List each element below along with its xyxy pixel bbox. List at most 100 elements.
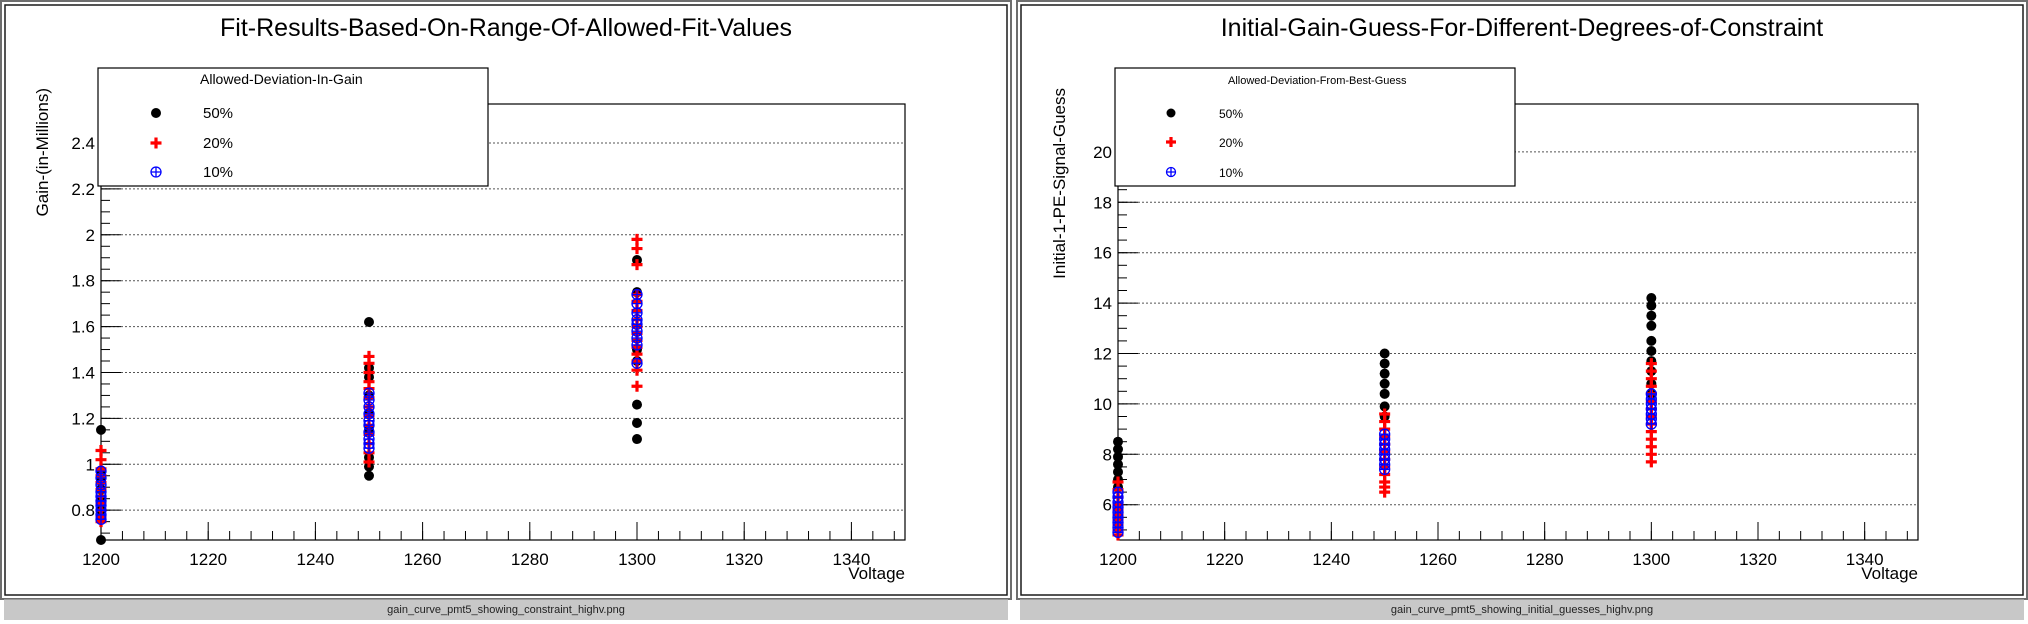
data-point [1379, 401, 1390, 412]
data-point [632, 289, 642, 300]
data-point [1113, 444, 1123, 455]
x-tick-label: 1240 [1312, 550, 1350, 569]
y-tick-label: 18 [1093, 193, 1112, 212]
y-tick-label: 14 [1093, 294, 1112, 313]
y-tick-label: 2.2 [71, 180, 95, 199]
legend-box [97, 67, 489, 187]
y-tick-label: 0.8 [71, 501, 95, 520]
data-point [1646, 293, 1657, 304]
x-tick-label: 1220 [1206, 550, 1244, 569]
chart-title: Fit-Results-Based-On-Range-Of-Allowed-Fi… [220, 14, 792, 42]
data-point [1646, 300, 1657, 311]
data-point [364, 317, 374, 327]
data-point [1646, 320, 1657, 331]
data-point [151, 108, 161, 118]
y-axis-label: Gain-(in-Millions) [33, 88, 52, 216]
data-point [631, 380, 643, 392]
legend-entry-label: 10% [203, 164, 233, 181]
legend-title: Allowed-Deviation-In-Gain [200, 71, 363, 87]
data-point [1379, 358, 1390, 369]
status-bar: gain_curve_pmt5_showing_initial_guesses_… [1020, 599, 2024, 620]
legend-entry-label: 10% [1219, 166, 1243, 180]
data-point [1379, 464, 1390, 475]
x-tick-label: 1340 [832, 550, 870, 569]
x-axis: 1200 1220 1240 1260 1280 1300 1320 1340 [1099, 522, 1908, 569]
data-point [1379, 463, 1391, 476]
legend-entry-label: 20% [1219, 136, 1243, 150]
x-tick-label: 1200 [1099, 550, 1137, 569]
x-tick-label: 1260 [1419, 550, 1457, 569]
x-axis-label: Voltage [848, 564, 905, 583]
data-point [631, 339, 643, 351]
data-point [1646, 310, 1657, 321]
data-point [1113, 527, 1123, 538]
data-point [632, 417, 642, 428]
x-tick-label: 1280 [1526, 550, 1564, 569]
y-tick-label: 1 [86, 455, 95, 474]
series-10pct [1112, 388, 1657, 539]
y-tick-label: 1.2 [71, 409, 95, 428]
data-point [1165, 166, 1177, 178]
x-tick-label: 1300 [618, 550, 656, 569]
data-point [363, 357, 375, 369]
x-tick-label: 1220 [189, 550, 227, 569]
data-point [1379, 378, 1390, 389]
x-tick-label: 1320 [1739, 550, 1777, 569]
pad-border [4, 4, 1008, 596]
data-point [363, 366, 375, 378]
x-tick-label: 1280 [511, 550, 549, 569]
y-tick-label: 20 [1093, 143, 1112, 162]
legend: Allowed-Deviation-In-Gain 50% 20% 10% [97, 67, 489, 187]
plot-frame [100, 103, 906, 541]
y-axis: 6 8 10 12 14 16 18 20 [1093, 113, 1138, 531]
data-point [632, 339, 642, 350]
data-point [364, 443, 374, 454]
data-point [95, 454, 107, 466]
y-axis: 0.8 1 1.2 1.4 1.6 1.8 2 2.2 2.4 [71, 108, 121, 534]
data-point [363, 442, 375, 454]
x-axis: 1200 1220 1240 1260 1280 1300 1320 1340 [82, 522, 895, 569]
chart-initial-guess: 6 8 10 12 14 16 18 20 1200 1220 1240 1260 1280 1300 13… [1016, 0, 2028, 600]
data-point [96, 535, 106, 545]
data-point [631, 357, 643, 369]
y-tick-label: 1.4 [71, 363, 95, 382]
data-point [150, 166, 162, 178]
data-point [1379, 388, 1390, 399]
data-point [631, 233, 643, 245]
data-point [1112, 526, 1124, 539]
canvas-initial-guess: 6 8 10 12 14 16 18 20 1200 1220 1240 1260 1280 1300 13… [1016, 0, 2028, 624]
data-point [1645, 456, 1657, 468]
status-bar: gain_curve_pmt5_showing_constraint_highv… [4, 599, 1008, 620]
canvas-fit-results: 0.8 1 1.2 1.4 1.6 1.8 2 2.2 2.4 1200 1220 1240 1260 1… [0, 0, 1012, 624]
data-point [632, 399, 642, 410]
data-point [631, 243, 643, 255]
data-point [1166, 137, 1176, 147]
data-point [1646, 345, 1657, 356]
data-point [632, 358, 642, 369]
y-tick-label: 1.8 [71, 272, 95, 291]
legend-entry-label: 50% [203, 105, 233, 122]
legend-entry-label: 20% [203, 135, 233, 152]
data-point [95, 513, 107, 525]
legend-box [1114, 67, 1516, 187]
y-tick-label: 6 [1103, 496, 1112, 515]
y-tick-label: 8 [1103, 445, 1112, 464]
data-point [631, 259, 643, 271]
data-point [1113, 436, 1123, 447]
y-tick-label: 2 [86, 226, 95, 245]
x-tick-label: 1200 [82, 550, 120, 569]
data-point [150, 137, 162, 149]
data-point [1645, 418, 1657, 430]
data-point [632, 434, 642, 445]
data-point [632, 298, 642, 309]
data-point [96, 514, 106, 525]
data-point [96, 424, 106, 435]
y-tick-label: 12 [1093, 345, 1112, 364]
series-10pct [95, 288, 643, 525]
x-tick-label: 1260 [404, 550, 442, 569]
status-bar-filename: gain_curve_pmt5_showing_constraint_highv… [387, 604, 625, 616]
y-tick-label: 2.4 [71, 134, 95, 153]
y-tick-label: 1.6 [71, 318, 95, 337]
data-point [1379, 348, 1390, 359]
